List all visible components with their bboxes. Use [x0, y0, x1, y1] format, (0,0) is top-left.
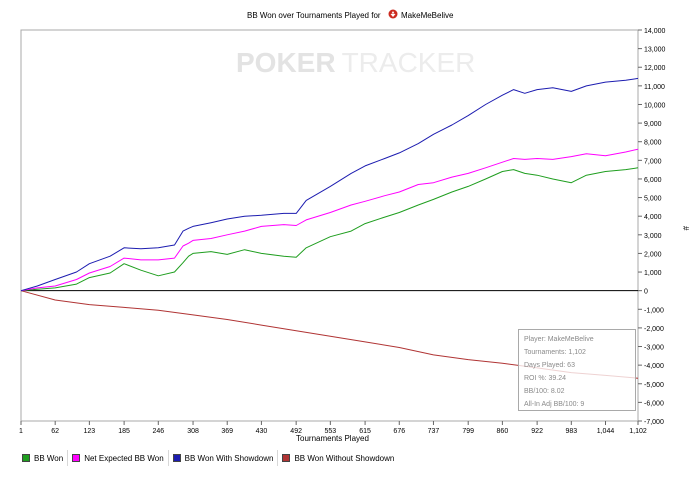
- legend-item-net-expected[interactable]: Net Expected BB Won: [68, 450, 169, 466]
- chart-title-player: MakeMeBelive: [401, 11, 454, 20]
- y-tick-label: 11,000: [644, 84, 665, 91]
- legend-item-with-showdown[interactable]: BB Won With Showdown: [169, 450, 279, 466]
- x-tick-label: 860: [497, 428, 509, 435]
- y-axis-label: #: [681, 226, 690, 231]
- y-tick-label: 3,000: [644, 233, 662, 240]
- x-tick-label: 185: [118, 428, 130, 435]
- legend-swatch: [172, 454, 181, 462]
- y-tick-label: 6,000: [644, 177, 662, 184]
- legend-label: BB Won Without Showdown: [294, 453, 395, 463]
- legend-swatch: [22, 454, 30, 462]
- series-line-net-expected-bb-won: [20, 148, 639, 292]
- chart-title: BB Won over Tournaments Played for: [247, 11, 381, 20]
- x-tick-label: 246: [152, 428, 164, 435]
- y-axis: 14,000 13,000 12,000 11,000 10,000 9,000 8,000…: [638, 28, 666, 426]
- y-tick-label: 10,000: [644, 102, 666, 109]
- x-tick-label: 737: [428, 428, 440, 435]
- x-tick-label: 615: [359, 428, 371, 435]
- x-tick-label: 123: [84, 428, 96, 435]
- y-tick-label: 2,000: [644, 251, 662, 258]
- legend-label: BB Won: [34, 453, 64, 463]
- x-axis-label: Tournaments Played: [296, 434, 369, 443]
- y-tick-label: -3,000: [644, 345, 664, 352]
- watermark-tracker: TRACKER: [342, 47, 476, 78]
- player-pokerstars-icon: [388, 9, 398, 19]
- y-tick-label: 9,000: [644, 121, 662, 128]
- stats-tournaments: Tournaments: 1,102: [524, 349, 586, 356]
- watermark-poker: POKER: [236, 47, 336, 78]
- y-tick-label: 4,000: [644, 214, 662, 221]
- stats-box: Player: MakeMeBelive Tournaments: 1,102 …: [518, 329, 636, 411]
- stats-player: Player: MakeMeBelive: [524, 336, 594, 343]
- legend-item-bb-won[interactable]: BB Won: [18, 450, 69, 466]
- x-tick-label: 1,044: [597, 428, 615, 435]
- x-tick-label: 430: [256, 428, 268, 435]
- y-tick-label: 12,000: [644, 65, 666, 72]
- y-tick-label: 8,000: [644, 140, 662, 147]
- plot-area: [20, 29, 639, 422]
- stats-days-played: Days Played: 63: [524, 362, 575, 369]
- legend-swatch: [72, 454, 81, 462]
- x-tick-label: 799: [462, 428, 474, 435]
- x-axis: 1 62 123 185 246 308 369 430 492 553 615 676 737 799 8…: [19, 421, 647, 435]
- legend-label: BB Won With Showdown: [184, 453, 274, 463]
- y-tick-label: 7,000: [644, 158, 662, 165]
- series-line-bb-won-with-showdown: [20, 77, 639, 292]
- y-tick-label: -7,000: [644, 419, 664, 426]
- y-tick-label: -6,000: [644, 400, 664, 407]
- y-tick-label: 13,000: [644, 47, 666, 54]
- series-line-bb-won: [20, 167, 639, 292]
- y-tick-label: 14,000: [644, 28, 666, 35]
- x-tick-label: 922: [531, 428, 543, 435]
- stats-roi: ROI %: 39.24: [524, 375, 567, 382]
- x-tick-label: 1,102: [629, 428, 647, 435]
- x-tick-label: 308: [187, 428, 199, 435]
- y-tick-label: 1,000: [644, 270, 662, 277]
- x-tick-label: 1: [19, 428, 23, 435]
- legend-item-without-showdown[interactable]: BB Won Without Showdown: [278, 450, 398, 466]
- x-tick-label: 676: [393, 428, 405, 435]
- y-tick-label: -5,000: [644, 382, 664, 389]
- stats-bb100: BB/100: 8.02: [524, 388, 565, 395]
- x-tick-label: 553: [324, 428, 336, 435]
- x-tick-label: 492: [290, 428, 302, 435]
- y-tick-label: -2,000: [644, 326, 664, 333]
- x-tick-label: 983: [565, 428, 577, 435]
- stats-allin-bb100: All-In Adj BB/100: 9: [524, 401, 585, 408]
- series-layer: [20, 77, 639, 379]
- y-tick-label: 5,000: [644, 196, 662, 203]
- legend: BB Won Net Expected BB Won BB Won With S…: [18, 449, 402, 467]
- y-tick-label: 0: [644, 289, 648, 296]
- x-tick-label: 369: [221, 428, 233, 435]
- legend-swatch: [282, 454, 291, 462]
- y-tick-label: -4,000: [644, 363, 664, 370]
- legend-label: Net Expected BB Won: [84, 453, 164, 463]
- x-tick-label: 62: [51, 428, 59, 435]
- y-tick-label: -1,000: [644, 307, 664, 314]
